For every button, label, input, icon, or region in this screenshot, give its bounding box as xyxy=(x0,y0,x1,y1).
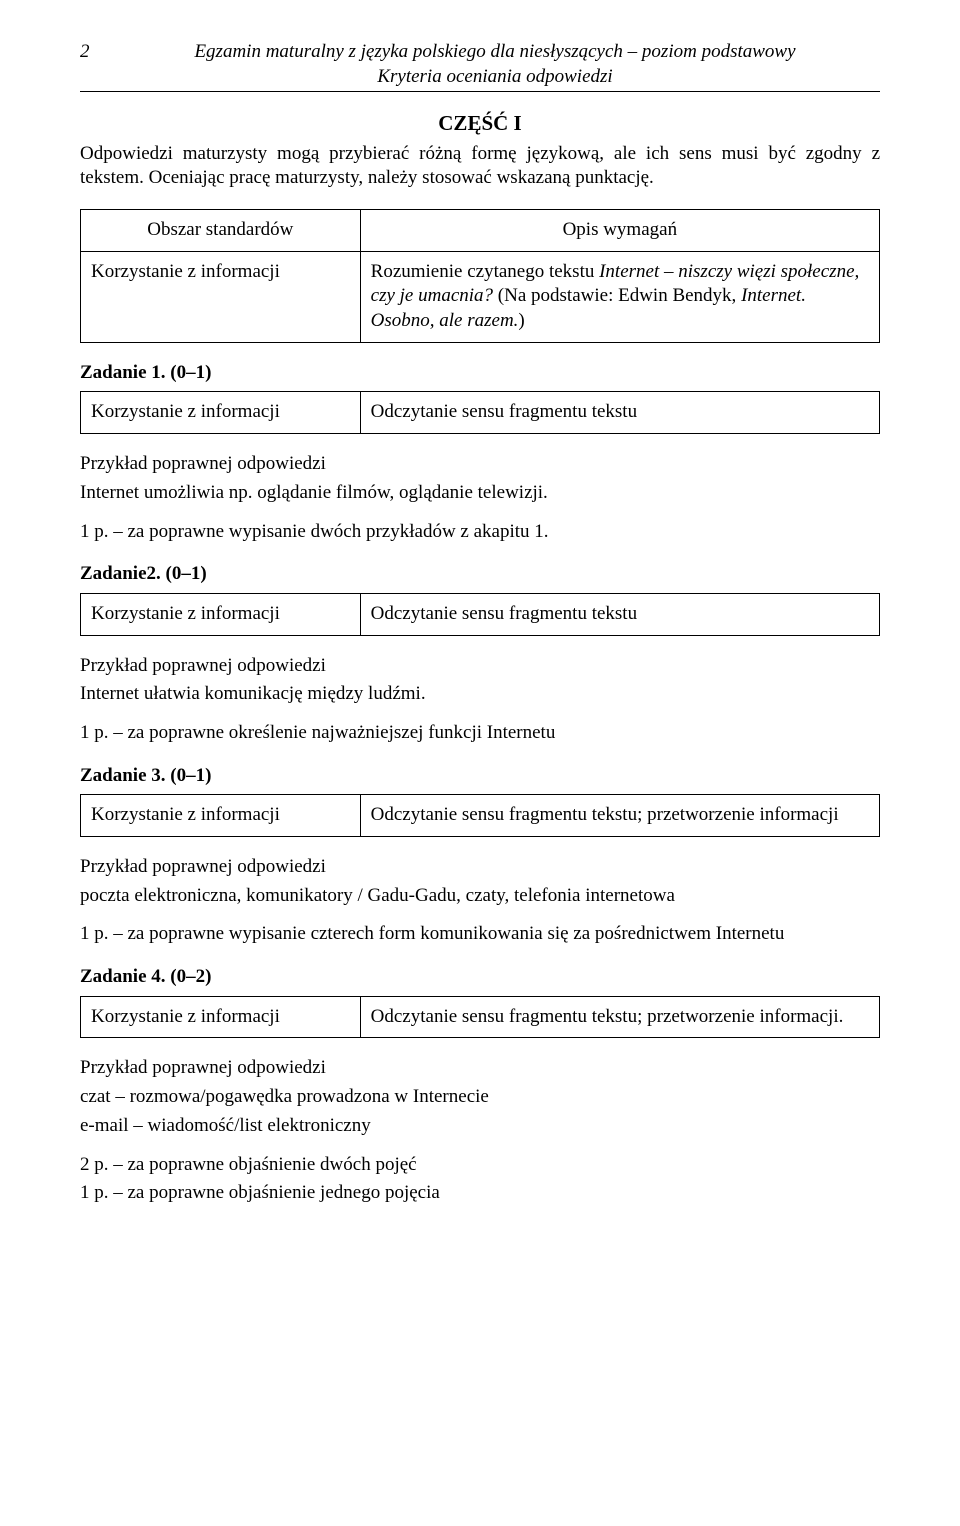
zadanie4-example-label: Przykład poprawnej odpowiedzi xyxy=(80,1056,880,1081)
zadanie4-scoring2: 1 p. – za poprawne objaśnienie jednego p… xyxy=(80,1181,880,1206)
zadanie4-left: Korzystanie z informacji xyxy=(81,996,361,1038)
zadanie3-example-label: Przykład poprawnej odpowiedzi xyxy=(80,855,880,880)
zadanie1-scoring: 1 p. – za poprawne wypisanie dwóch przyk… xyxy=(80,520,880,545)
standards-header-left: Obszar standardów xyxy=(81,210,361,252)
header-center: Egzamin maturalny z języka polskiego dla… xyxy=(110,40,880,89)
zadanie4-right: Odczytanie sensu fragmentu tekstu; przet… xyxy=(360,996,879,1038)
intro-paragraph: Odpowiedzi maturzysty mogą przybierać ró… xyxy=(80,142,880,191)
zadanie1-left: Korzystanie z informacji xyxy=(81,392,361,434)
zadanie4-table: Korzystanie z informacji Odczytanie sens… xyxy=(80,996,880,1039)
zadanie2-left: Korzystanie z informacji xyxy=(81,593,361,635)
standards-header-right: Opis wymagań xyxy=(360,210,879,252)
zadanie3-title: Zadanie 3. (0–1) xyxy=(80,764,880,789)
header-line1: Egzamin maturalny z języka polskiego dla… xyxy=(110,40,880,65)
zadanie3-example-body: poczta elektroniczna, komunikatory / Gad… xyxy=(80,884,880,909)
zadanie4-title: Zadanie 4. (0–2) xyxy=(80,965,880,990)
standards-right-text2: (Na podstawie: Edwin Bendyk, xyxy=(493,285,741,306)
page-number: 2 xyxy=(80,40,110,65)
zadanie1-right: Odczytanie sensu fragmentu tekstu xyxy=(360,392,879,434)
zadanie3-left: Korzystanie z informacji xyxy=(81,795,361,837)
zadanie2-right: Odczytanie sensu fragmentu tekstu xyxy=(360,593,879,635)
zadanie4-example-body2: e-mail – wiadomość/list elektroniczny xyxy=(80,1114,880,1139)
standards-right: Rozumienie czytanego tekstu Internet – n… xyxy=(360,251,879,342)
standards-table: Obszar standardów Opis wymagań Korzystan… xyxy=(80,209,880,343)
zadanie4-scoring1: 2 p. – za poprawne objaśnienie dwóch poj… xyxy=(80,1153,880,1178)
page-header: 2 Egzamin maturalny z języka polskiego d… xyxy=(80,40,880,92)
header-line2: Kryteria oceniania odpowiedzi xyxy=(110,65,880,90)
zadanie2-scoring: 1 p. – za poprawne określenie najważniej… xyxy=(80,721,880,746)
zadanie3-right: Odczytanie sensu fragmentu tekstu; przet… xyxy=(360,795,879,837)
zadanie2-title: Zadanie2. (0–1) xyxy=(80,562,880,587)
zadanie1-example-body: Internet umożliwia np. oglądanie filmów,… xyxy=(80,481,880,506)
zadanie4-example-body1: czat – rozmowa/pogawędka prowadzona w In… xyxy=(80,1085,880,1110)
zadanie1-table: Korzystanie z informacji Odczytanie sens… xyxy=(80,391,880,434)
zadanie3-scoring: 1 p. – za poprawne wypisanie czterech fo… xyxy=(80,922,880,947)
standards-left: Korzystanie z informacji xyxy=(81,251,361,342)
zadanie2-example-body: Internet ułatwia komunikację między ludź… xyxy=(80,682,880,707)
section-title: CZĘŚĆ I xyxy=(80,110,880,137)
zadanie3-table: Korzystanie z informacji Odczytanie sens… xyxy=(80,794,880,837)
zadanie2-table: Korzystanie z informacji Odczytanie sens… xyxy=(80,593,880,636)
zadanie1-example-label: Przykład poprawnej odpowiedzi xyxy=(80,452,880,477)
zadanie1-title: Zadanie 1. (0–1) xyxy=(80,361,880,386)
zadanie2-example-label: Przykład poprawnej odpowiedzi xyxy=(80,654,880,679)
standards-right-text1: Rozumienie czytanego tekstu xyxy=(371,261,599,282)
standards-right-text3: ) xyxy=(518,310,524,331)
